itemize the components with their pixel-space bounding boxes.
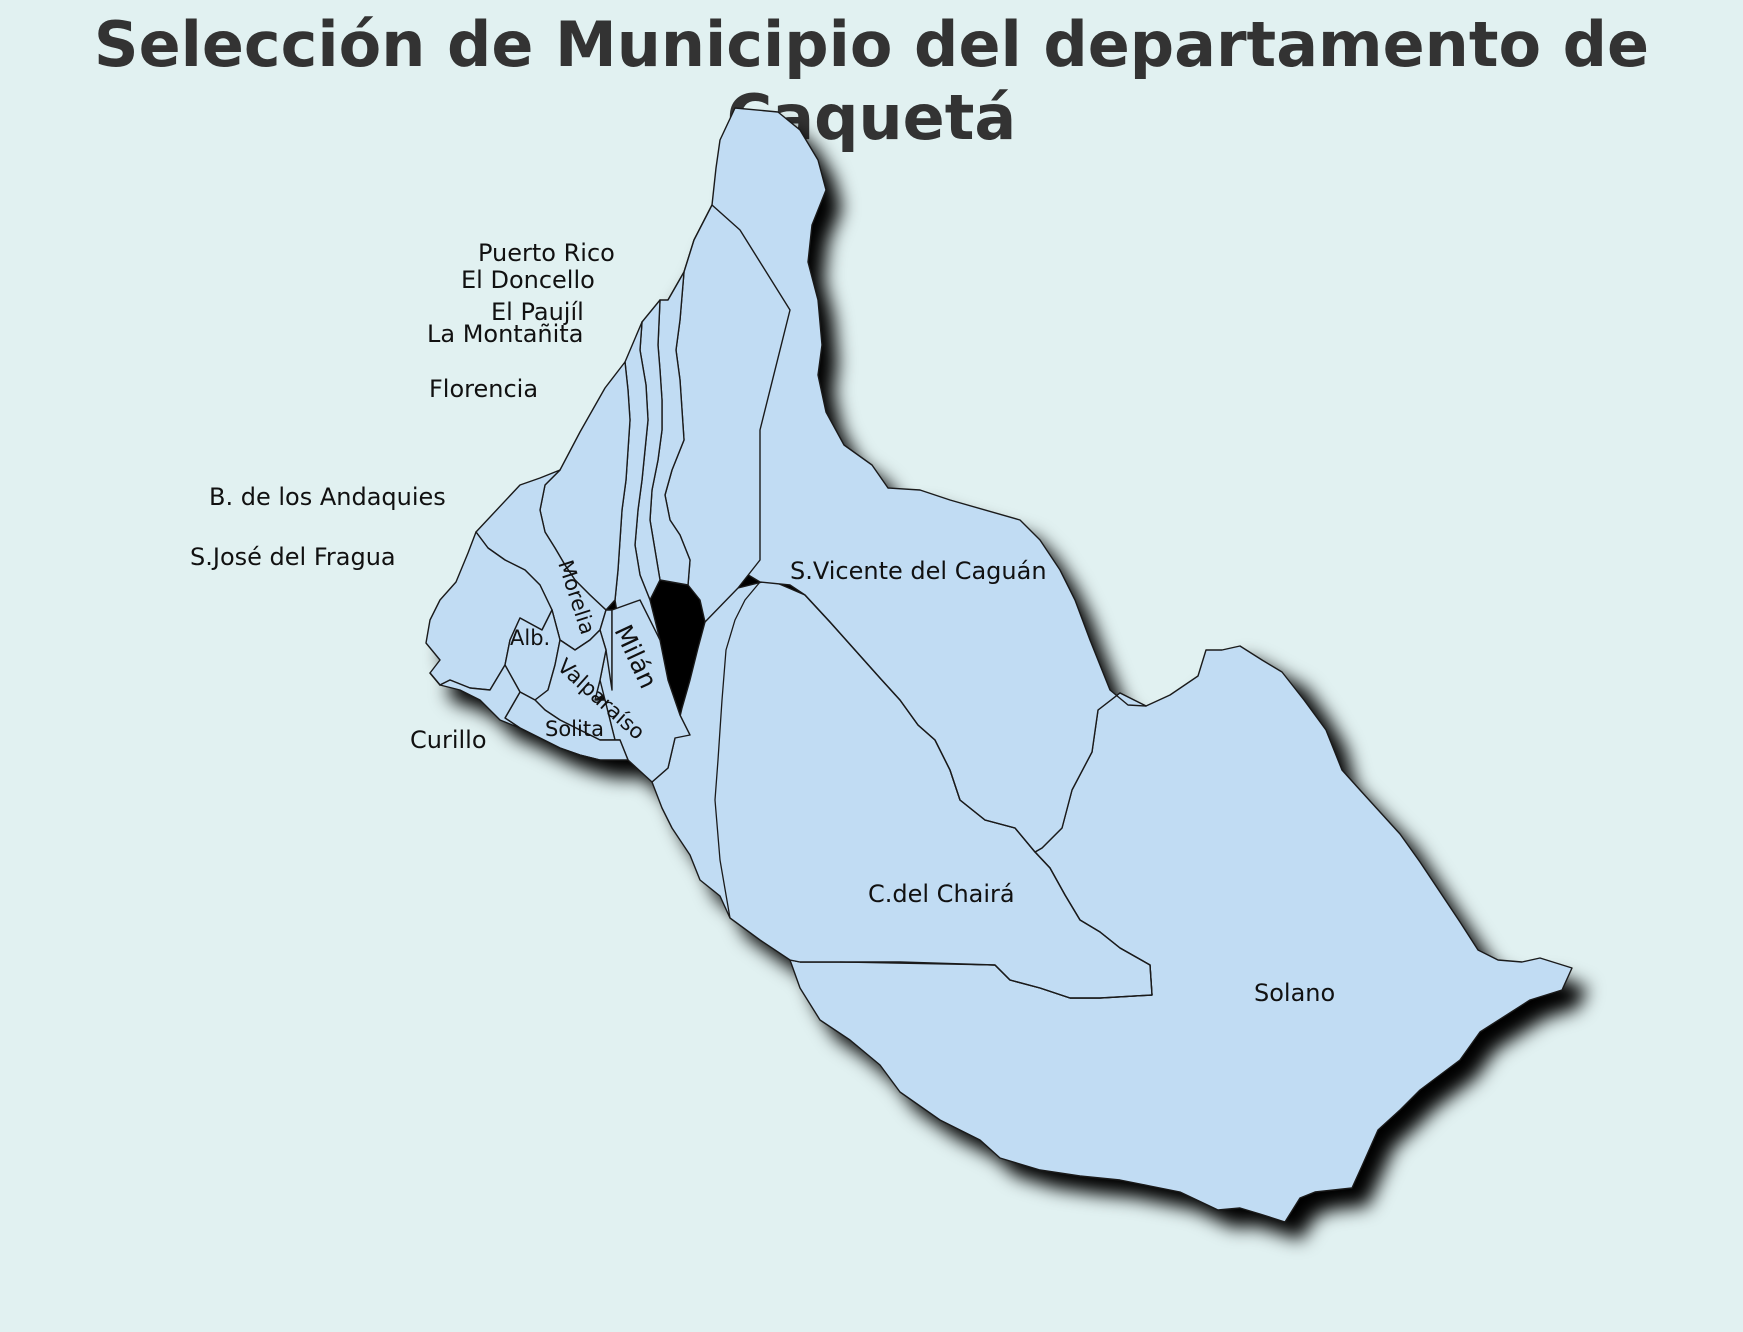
label-cartagena-chaira[interactable]: C.del Chairá: [868, 880, 1015, 908]
label-el-paujil[interactable]: El Paujíl: [491, 298, 584, 326]
label-san-jose-fragua[interactable]: S.José del Fragua: [190, 543, 396, 571]
label-solano[interactable]: Solano: [1254, 979, 1335, 1007]
label-belen-andaquies[interactable]: B. de los Andaquies: [209, 483, 446, 511]
page-title: Selección de Municipio del departamento …: [93, 8, 1650, 154]
label-florencia[interactable]: Florencia: [429, 375, 538, 403]
label-curillo[interactable]: Curillo: [410, 726, 487, 754]
label-el-doncello[interactable]: El Doncello: [461, 266, 595, 294]
internal-borders: [714, 581, 1153, 999]
label-albania[interactable]: Alb.: [510, 626, 550, 650]
municipalities-layer: [425, 107, 1573, 1223]
label-la-montanita[interactable]: La Montañita: [427, 320, 583, 348]
label-san-vicente[interactable]: S.Vicente del Caguán: [790, 557, 1047, 585]
municipality-curillo[interactable]: [429, 664, 601, 761]
label-solita[interactable]: Solita: [545, 717, 604, 741]
label-puerto-rico[interactable]: Puerto Rico: [478, 239, 615, 267]
